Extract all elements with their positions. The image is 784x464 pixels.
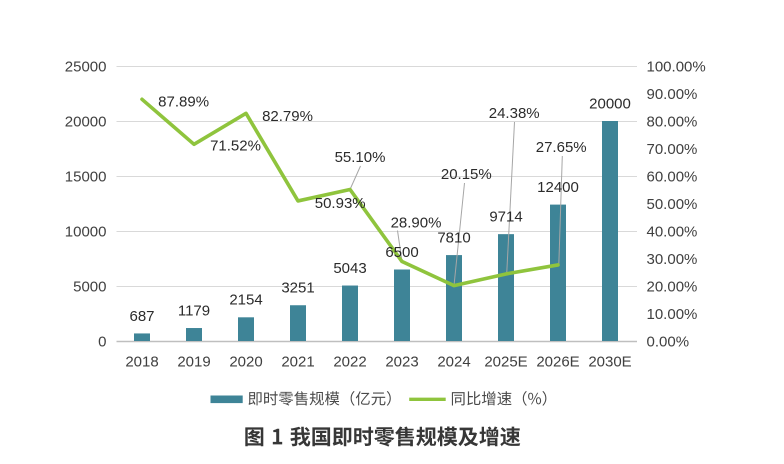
svg-text:2023: 2023 bbox=[385, 353, 418, 370]
svg-text:20.15%: 20.15% bbox=[441, 166, 492, 183]
svg-text:15000: 15000 bbox=[65, 168, 107, 185]
svg-text:7810: 7810 bbox=[437, 230, 470, 247]
svg-text:12400: 12400 bbox=[537, 179, 579, 196]
svg-text:20000: 20000 bbox=[65, 113, 107, 130]
svg-text:0: 0 bbox=[98, 333, 106, 350]
svg-text:10000: 10000 bbox=[65, 223, 107, 240]
svg-text:2021: 2021 bbox=[281, 353, 314, 370]
svg-text:2154: 2154 bbox=[229, 292, 262, 309]
svg-text:25000: 25000 bbox=[65, 58, 107, 75]
svg-text:80.00%: 80.00% bbox=[647, 113, 698, 130]
svg-text:3251: 3251 bbox=[281, 280, 314, 297]
svg-text:40.00%: 40.00% bbox=[647, 223, 698, 240]
svg-text:5000: 5000 bbox=[73, 278, 106, 295]
svg-text:24.38%: 24.38% bbox=[489, 105, 540, 122]
svg-text:28.90%: 28.90% bbox=[391, 215, 442, 232]
svg-text:20000: 20000 bbox=[589, 95, 631, 112]
svg-text:2020: 2020 bbox=[229, 353, 262, 370]
svg-text:6500: 6500 bbox=[385, 244, 418, 261]
svg-text:2022: 2022 bbox=[333, 353, 366, 370]
svg-text:5043: 5043 bbox=[333, 260, 366, 277]
svg-text:27.65%: 27.65% bbox=[536, 139, 587, 156]
svg-text:70.00%: 70.00% bbox=[647, 141, 698, 158]
svg-text:2018: 2018 bbox=[125, 353, 158, 370]
svg-text:2019: 2019 bbox=[177, 353, 210, 370]
svg-text:2025E: 2025E bbox=[484, 353, 527, 370]
svg-text:50.93%: 50.93% bbox=[315, 195, 366, 212]
svg-text:687: 687 bbox=[129, 308, 154, 325]
svg-text:2030E: 2030E bbox=[588, 353, 631, 370]
svg-text:50.00%: 50.00% bbox=[647, 196, 698, 213]
svg-text:90.00%: 90.00% bbox=[647, 86, 698, 103]
svg-text:2024: 2024 bbox=[437, 353, 470, 370]
svg-text:30.00%: 30.00% bbox=[647, 251, 698, 268]
svg-text:9714: 9714 bbox=[489, 209, 522, 226]
svg-text:87.89%: 87.89% bbox=[158, 94, 209, 111]
svg-text:0.00%: 0.00% bbox=[647, 333, 690, 350]
svg-text:60.00%: 60.00% bbox=[647, 168, 698, 185]
svg-text:55.10%: 55.10% bbox=[335, 149, 386, 166]
svg-text:10.00%: 10.00% bbox=[647, 306, 698, 323]
svg-text:71.52%: 71.52% bbox=[210, 137, 261, 154]
svg-text:82.79%: 82.79% bbox=[262, 108, 313, 125]
svg-text:20.00%: 20.00% bbox=[647, 278, 698, 295]
svg-text:1179: 1179 bbox=[178, 302, 210, 319]
svg-text:100.00%: 100.00% bbox=[647, 58, 706, 75]
svg-text:2026E: 2026E bbox=[536, 353, 579, 370]
